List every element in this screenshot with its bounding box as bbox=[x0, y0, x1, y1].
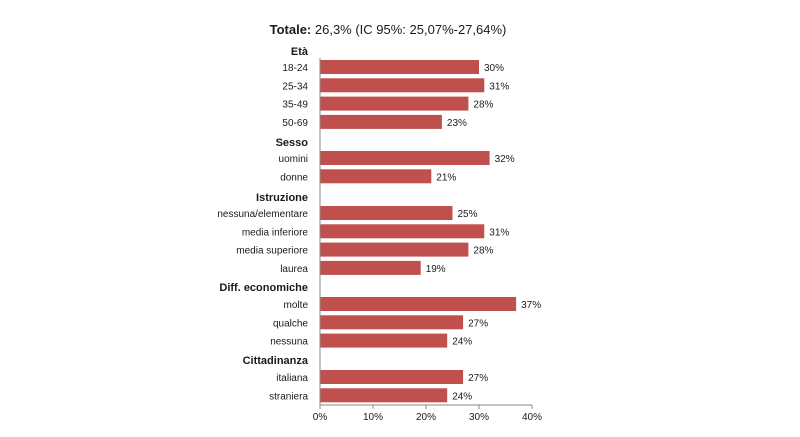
chart-title-rest: 26,3% (IC 95%: 25,07%-27,64%) bbox=[311, 22, 506, 37]
bar bbox=[320, 78, 485, 93]
category-label: laurea bbox=[280, 264, 308, 275]
data-label: 30% bbox=[484, 63, 504, 74]
data-label: 19% bbox=[426, 264, 446, 275]
category-label: nessuna/elementare bbox=[217, 209, 308, 220]
chart-title: Totale: 26,3% (IC 95%: 25,07%-27,64%) bbox=[270, 22, 507, 37]
category-label: 35-49 bbox=[282, 100, 308, 111]
data-label: 32% bbox=[495, 154, 515, 165]
category-label: qualche bbox=[273, 318, 308, 329]
x-tick-label: 10% bbox=[363, 412, 383, 423]
category-label: 25-34 bbox=[282, 81, 308, 92]
x-tick-label: 40% bbox=[522, 412, 542, 423]
bar bbox=[320, 151, 490, 165]
bar bbox=[320, 388, 448, 403]
category-label: italiana bbox=[276, 373, 308, 384]
data-label: 21% bbox=[436, 172, 456, 183]
category-label: 50-69 bbox=[282, 118, 308, 129]
x-tick-label: 30% bbox=[469, 412, 489, 423]
bar bbox=[320, 96, 469, 111]
data-label: 25% bbox=[458, 209, 478, 220]
bar bbox=[320, 60, 479, 74]
bar bbox=[320, 297, 517, 311]
bar bbox=[320, 333, 448, 348]
group-header: Istruzione bbox=[256, 192, 308, 204]
category-label: uomini bbox=[279, 154, 308, 165]
bar bbox=[320, 370, 464, 384]
data-label: 27% bbox=[468, 318, 488, 329]
bar bbox=[320, 206, 453, 220]
bar bbox=[320, 260, 421, 275]
data-label: 28% bbox=[473, 246, 493, 257]
group-header: Cittadinanza bbox=[243, 355, 309, 367]
plot-area: Età 18-24 30% 25-34 31% 35-49 28% 50-69 23% Sesso… bbox=[217, 46, 542, 423]
category-label: donne bbox=[280, 172, 308, 183]
data-label: 37% bbox=[521, 300, 541, 311]
bar bbox=[320, 114, 442, 129]
chart-title-bold: Totale: bbox=[270, 22, 312, 37]
bar bbox=[320, 242, 469, 257]
data-label: 24% bbox=[452, 391, 472, 402]
data-label: 28% bbox=[473, 100, 493, 111]
data-label: 31% bbox=[489, 81, 509, 92]
category-label: straniera bbox=[269, 391, 308, 402]
bar bbox=[320, 169, 432, 184]
category-label: molte bbox=[284, 300, 309, 311]
data-label: 31% bbox=[489, 227, 509, 238]
data-label: 23% bbox=[447, 118, 467, 129]
bar bbox=[320, 224, 485, 239]
bar bbox=[320, 315, 464, 330]
group-header: Sesso bbox=[276, 137, 309, 149]
category-label: media superiore bbox=[236, 246, 308, 257]
category-label: nessuna bbox=[270, 337, 308, 348]
category-label: media inferiore bbox=[242, 227, 309, 238]
x-tick-label: 0% bbox=[313, 412, 328, 423]
x-tick-label: 20% bbox=[416, 412, 436, 423]
data-label: 24% bbox=[452, 337, 472, 348]
group-header: Età bbox=[291, 46, 309, 58]
category-label: 18-24 bbox=[282, 63, 308, 74]
data-label: 27% bbox=[468, 373, 488, 384]
group-header: Diff. economiche bbox=[219, 282, 308, 294]
